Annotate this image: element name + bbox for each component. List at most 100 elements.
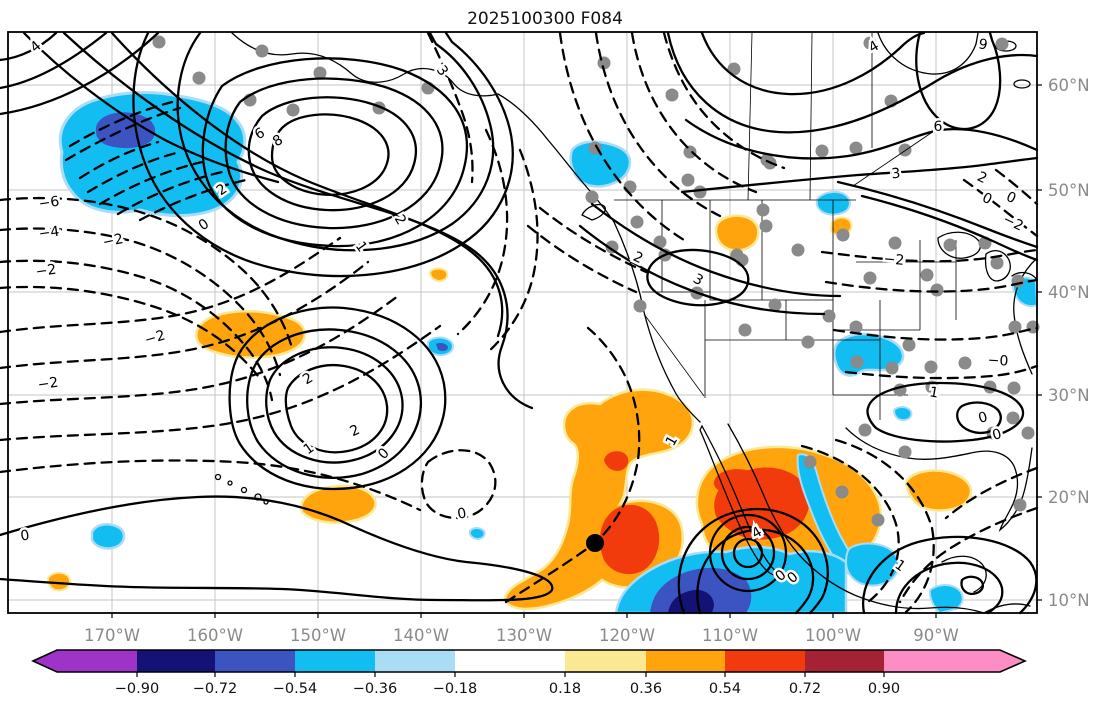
colorbar-segment [565, 650, 646, 672]
station-dot [1007, 381, 1021, 395]
dashed-contour [0, 294, 400, 406]
station-dot [756, 203, 770, 217]
canada-contour [666, 31, 1039, 134]
contour-label: −2 [37, 375, 60, 394]
ridge-ring [270, 113, 390, 196]
colorbar-tick-label: −0.18 [433, 681, 477, 697]
colorbar-tick-label: −0.72 [193, 681, 237, 697]
colorbar-right-arrow [1000, 650, 1025, 672]
province-border [747, 32, 753, 201]
contour-label: 3 [690, 271, 706, 289]
station-dot [822, 309, 836, 323]
colorbar: −0.90 −0.72 −0.54 −0.36 −0.18 0.18 0.36 0.54 0.7… [31, 649, 1027, 697]
lat-tick-label: 50°N [1048, 181, 1090, 200]
contour-label: 3 [433, 63, 451, 79]
station-dot [665, 88, 679, 102]
contour-label: 3 [891, 166, 901, 183]
dashed-contour [0, 459, 422, 512]
station-dot [152, 35, 166, 49]
hawaii-island [240, 486, 248, 494]
lat-tick-label: 40°N [1048, 283, 1090, 302]
blue-core-patch [95, 112, 156, 149]
station-dot [1006, 411, 1020, 425]
orange-patch [428, 267, 449, 283]
station-dot [835, 485, 849, 499]
black-dot-marker [586, 534, 604, 552]
lat-tick-label: 60°N [1048, 76, 1090, 95]
station-dot [313, 66, 327, 80]
colorbar-segment [137, 650, 215, 672]
contour-label: −4 [38, 224, 61, 243]
lon-tick-label: 150°W [290, 626, 346, 645]
lon-tick-label: 140°W [393, 626, 449, 645]
cyan-patch [892, 406, 913, 422]
contour-label: −6 [38, 194, 61, 213]
dashed-contour [898, 506, 1039, 604]
cyan-patch [928, 584, 964, 615]
dashed-contour [0, 285, 260, 378]
contour-label: −0 [987, 352, 1008, 369]
ridge-ring [247, 96, 417, 212]
dashed-contour [834, 438, 935, 614]
station-dot [836, 228, 850, 242]
dashed-contour [820, 248, 1039, 263]
station-dot [849, 141, 863, 155]
station-dot [930, 283, 944, 297]
lon-tick-label: 100°W [805, 626, 861, 645]
contour-label: 2 [975, 169, 990, 187]
dashed-contour [68, 100, 174, 148]
province-border [809, 32, 813, 201]
hawaii-island [227, 480, 233, 486]
label-leader-line [852, 130, 935, 187]
blue-core-patch [436, 343, 448, 351]
contour-label: 0 [991, 426, 1004, 444]
station-dot [633, 299, 647, 313]
station-dot [585, 190, 599, 204]
redorange-core-patch [604, 451, 629, 471]
dashed-contour [78, 140, 160, 180]
utah-loop [646, 248, 750, 307]
colorbar-segment [455, 650, 565, 672]
colorbar-tick-label: −0.90 [115, 681, 159, 697]
dashed-zero-loop [420, 449, 497, 520]
center-high-ring [246, 328, 423, 480]
station-dot [768, 298, 782, 312]
contour-label: 4 [866, 38, 882, 56]
station-dot [255, 44, 269, 58]
dashed-contour [538, 206, 648, 274]
cyclone-ring [708, 513, 788, 593]
lake-superior [937, 231, 981, 259]
station-dot [898, 445, 912, 459]
colorbar-outline [31, 649, 1027, 673]
station-dot [759, 219, 773, 233]
canada-contour [860, 194, 1039, 262]
dashed-contour [0, 236, 342, 334]
station-dot [681, 173, 695, 187]
colorbar-segment [805, 650, 884, 672]
dashed-contour [944, 466, 1039, 520]
dashed-contour [526, 224, 638, 294]
arctic-island [1013, 79, 1031, 89]
station-dot [885, 361, 899, 375]
contour-label: 1 [352, 239, 370, 255]
dashed-contour [86, 150, 182, 194]
plot-frame [7, 31, 1038, 614]
colorbar-segment [215, 650, 295, 672]
station-dot [902, 338, 916, 352]
dashed-contour [0, 227, 282, 377]
colorbar-tick-label: 0.54 [709, 681, 741, 697]
contour-label: 0 [196, 216, 212, 234]
canada-contour [915, 31, 1002, 131]
station-dot [653, 235, 667, 249]
contour-label: 0 [977, 409, 990, 427]
contour-line [0, 31, 108, 90]
dashed-contour [98, 160, 204, 206]
vancouver-island [581, 203, 606, 221]
station-dot [1008, 320, 1022, 334]
contour-label: 0 [1004, 189, 1019, 207]
contour-line [110, 31, 504, 338]
canada-contour [680, 156, 1039, 194]
contour-line [0, 31, 58, 62]
dashed-contour [630, 31, 758, 194]
